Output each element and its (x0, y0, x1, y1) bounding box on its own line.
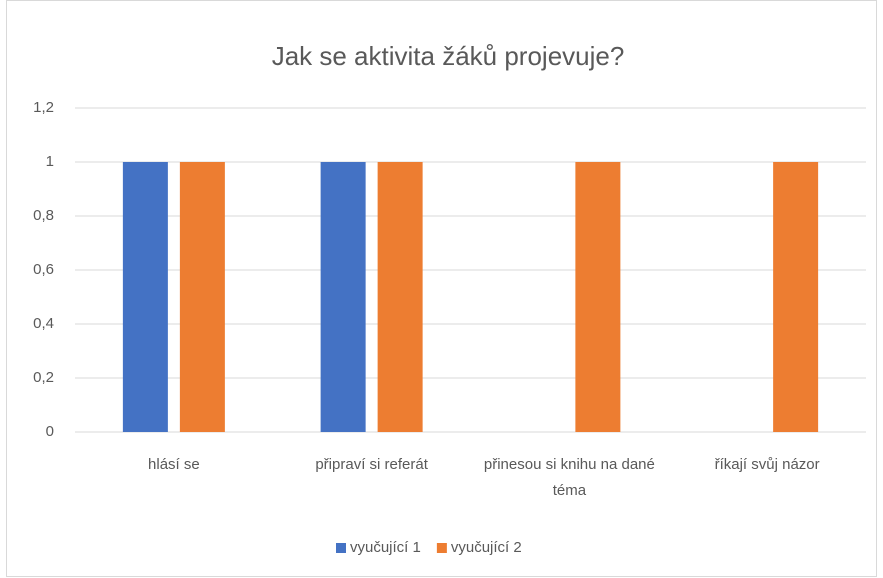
legend-label: vyučující 1 (350, 539, 421, 556)
y-tick-label: 0,2 (33, 369, 54, 386)
bar (773, 162, 819, 432)
chart-title: Jak se aktivita žáků projevuje? (272, 41, 625, 71)
bar (320, 162, 366, 432)
legend-label: vyučující 2 (451, 539, 522, 556)
y-tick-label: 1,2 (33, 99, 54, 116)
y-tick-label: 0,8 (33, 207, 54, 224)
y-tick-label: 0,4 (33, 315, 54, 332)
y-tick-label: 0 (46, 423, 54, 440)
legend-swatch (436, 543, 447, 553)
x-tick-label: přinesou si knihu na dané téma (483, 456, 655, 499)
bar (377, 162, 423, 432)
y-tick-label: 1 (46, 153, 54, 170)
x-tick-label: říkají svůj názor (714, 456, 820, 473)
bar (122, 162, 168, 432)
x-tick-label: hlásí se (148, 456, 200, 473)
legend-swatch (336, 543, 346, 553)
bar (575, 162, 621, 432)
bar (179, 162, 225, 432)
x-tick-label: připraví si referát (315, 456, 428, 473)
y-tick-label: 0,6 (33, 261, 54, 278)
